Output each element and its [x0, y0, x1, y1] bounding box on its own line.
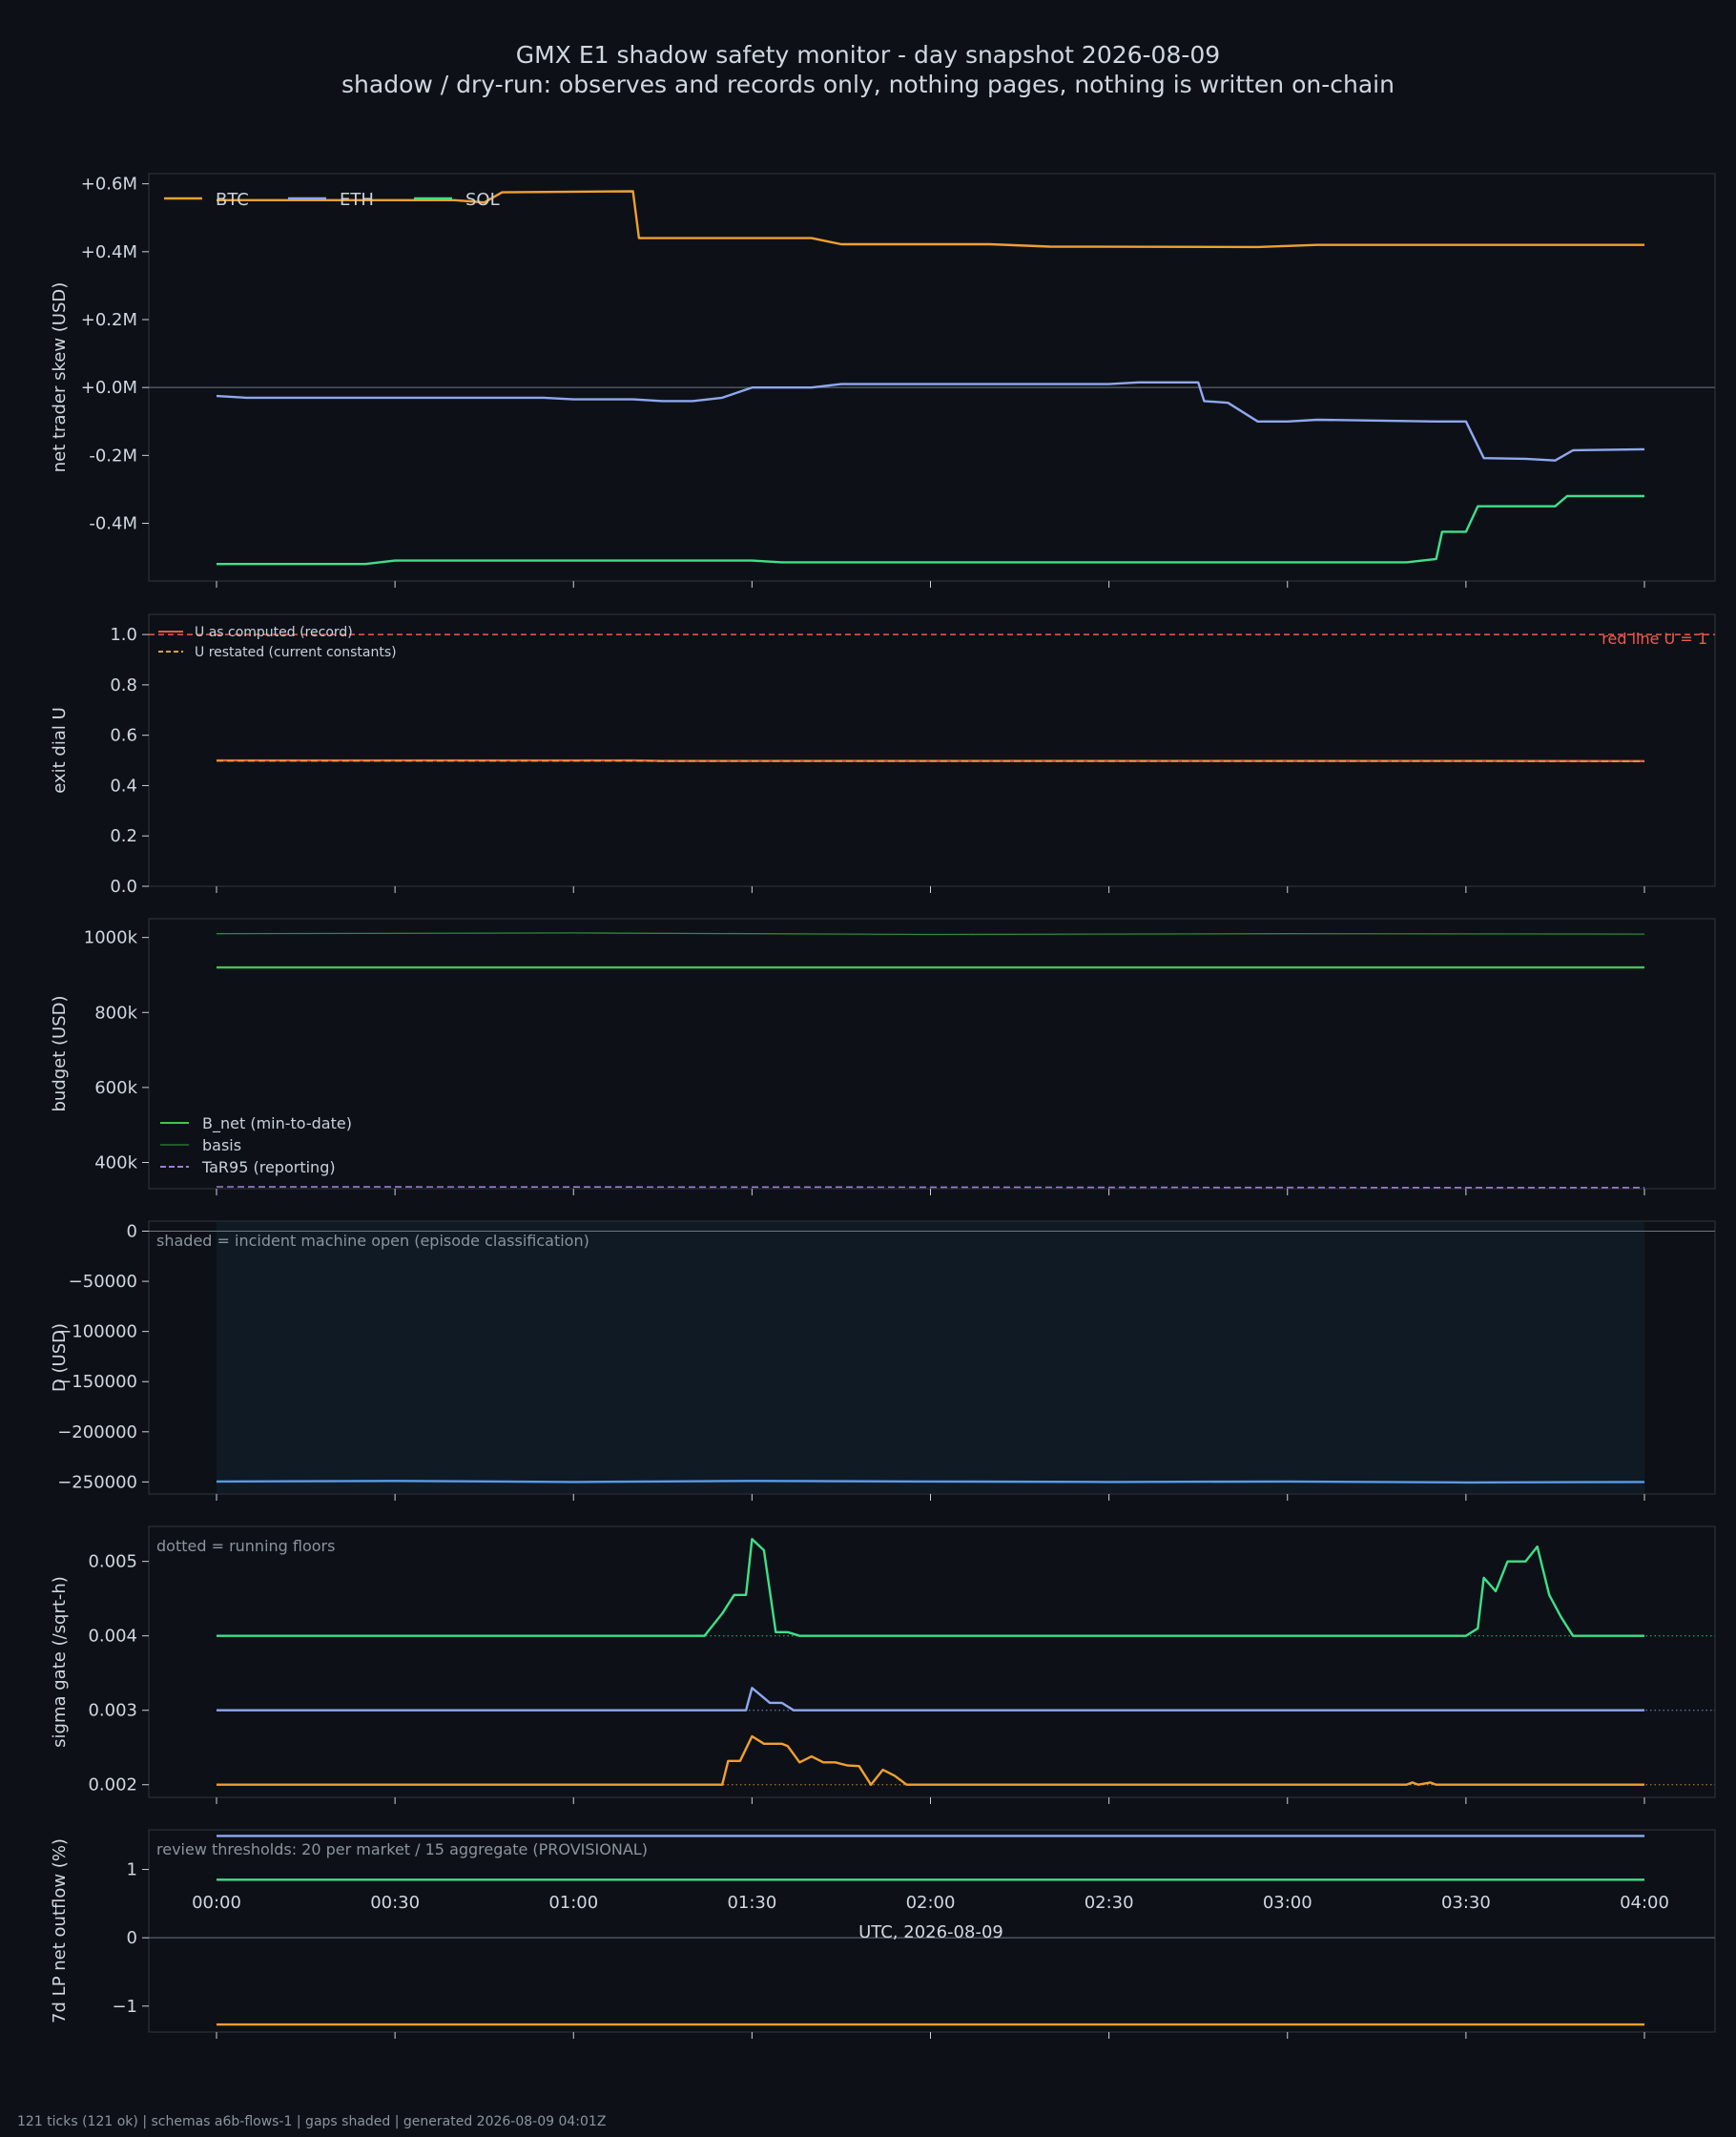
y-tick-label: 1.0: [110, 625, 137, 645]
legend-label-b-net-min-to-date: B_net (min-to-date): [202, 1114, 352, 1133]
y-tick-label: −200000: [57, 1422, 137, 1442]
x-tick-label: 04:00: [1620, 1893, 1669, 1913]
y-tick-label: −1: [112, 1997, 137, 2017]
y-tick-label: +0.4M: [81, 242, 137, 262]
y-tick-label: 0.4: [110, 776, 137, 796]
panel-drawdown: 0 −50000 −100000 −150000 −200000 −250000 D (US…: [50, 1220, 1716, 1501]
y-tick-label: −150000: [57, 1372, 137, 1392]
y-tick-label: 0.005: [88, 1552, 137, 1572]
x-tick-label: 02:00: [906, 1893, 956, 1913]
y-tick-label: 0.002: [88, 1775, 137, 1795]
panel-annotation-sigma: dotted = running floors: [156, 1537, 335, 1555]
y-tick-label: −50000: [69, 1272, 137, 1292]
y-tick-label: +0.0M: [81, 378, 137, 398]
panel-sigma-gate: 0.005 0.004 0.003 0.002 sigma gate (/sqrt-h)…: [50, 1525, 1716, 1804]
legend-label-sol: SOL: [465, 190, 500, 210]
series-line-sigma-sol: [217, 1538, 1644, 1637]
series-line-skew-sol: [217, 494, 1644, 566]
x-tick-label: 01:30: [727, 1893, 776, 1913]
y-tick-label: 0: [127, 1222, 137, 1242]
x-tick-label: 00:30: [370, 1893, 420, 1913]
y-tick-label: −250000: [57, 1472, 137, 1492]
panel-budget: 1000k 800k 600k 400k budget (USD) B_net (min-…: [50, 918, 1716, 1195]
panel-frame-skew: [148, 173, 1716, 582]
x-tick-label: 03:00: [1263, 1893, 1312, 1913]
x-tick-label: 00:00: [192, 1893, 241, 1913]
y-axis-label-drawdown: D (USD): [50, 1323, 70, 1392]
y-tick-label: 0.6: [110, 726, 137, 746]
series-line-skew-eth: [216, 381, 1645, 462]
series-line-drawdown-d: [216, 1480, 1645, 1484]
y-tick-label: 800k: [94, 1003, 137, 1023]
panel-exit-dial: 1.0 0.8 0.6 0.4 0.2 0.0 exit dial U red line U …: [50, 613, 1716, 897]
y-tick-label: 0.004: [88, 1627, 137, 1647]
panel-frame-exit: [148, 613, 1716, 887]
y-tick-label: -0.4M: [89, 514, 137, 534]
y-tick-label: 0: [127, 1928, 137, 1948]
panel-annotation-drawdown: shaded = incident machine open (episode …: [156, 1232, 589, 1250]
y-tick-label: −100000: [57, 1322, 137, 1342]
panel-lp-outflow: 1 0 −1 7d LP net outflow (%) review threshol…: [50, 1829, 1716, 2039]
y-axis-label-exit: exit dial U: [50, 707, 70, 794]
series-line-sigma-eth: [217, 1687, 1644, 1712]
panel-annotation-lp: review thresholds: 20 per market / 15 ag…: [156, 1840, 648, 1858]
x-axis: 00:00 00:30 01:00 01:30 02:00 02:30 03:00 03:30…: [192, 1893, 1669, 1913]
y-axis-label-skew: net trader skew (USD): [50, 282, 70, 473]
panel-frame-lp: [148, 1829, 1716, 2033]
y-axis-label-budget: budget (USD): [50, 995, 70, 1111]
legend-label-tar95-reporting: TaR95 (reporting): [201, 1158, 336, 1176]
y-tick-label: 1: [127, 1860, 137, 1880]
footer-status: 121 ticks (121 ok) | schemas a6b-flows-1…: [17, 2114, 606, 2129]
x-tick-label: 01:00: [548, 1893, 598, 1913]
figure-title: GMX E1 shadow safety monitor - day snaps…: [516, 41, 1220, 69]
series-line-budget-basis: [216, 932, 1645, 936]
y-tick-label: 0.8: [110, 675, 137, 695]
legend-label-u-restated-current-constants: U restated (current constants): [195, 645, 397, 660]
panel-skew: +0.6M +0.4M +0.2M +0.0M -0.2M -0.4M net trader…: [50, 173, 1716, 588]
y-tick-label: 0.0: [110, 877, 137, 897]
y-tick-label: 0.2: [110, 826, 137, 846]
y-tick-label: 0.003: [88, 1701, 137, 1721]
series-line-sigma-btc: [217, 1734, 1644, 1786]
y-axis-label-sigma: sigma gate (/sqrt-h): [50, 1576, 70, 1748]
incident-shade: [217, 1222, 1644, 1493]
panel-frame-budget: [148, 918, 1716, 1190]
y-tick-label: +0.6M: [81, 175, 137, 195]
series-line-skew-btc: [217, 190, 1644, 249]
figure-subtitle: shadow / dry-run: observes and records o…: [341, 71, 1395, 98]
legend-label-btc: BTC: [216, 190, 249, 210]
y-axis-label-lp: 7d LP net outflow (%): [50, 1838, 70, 2023]
x-tick-label: 03:30: [1441, 1893, 1491, 1913]
legend-label-u-as-computed-record: U as computed (record): [195, 625, 353, 640]
y-tick-label: 1000k: [84, 928, 138, 948]
series-line-budget-tar95-reporting: [216, 1186, 1644, 1189]
legend-label-eth: ETH: [340, 190, 374, 210]
y-tick-label: 400k: [94, 1152, 137, 1172]
series-line-exit-u-restated-current-constants: [217, 759, 1645, 762]
y-tick-label: -0.2M: [89, 446, 137, 466]
x-tick-label: 02:30: [1085, 1893, 1134, 1913]
y-tick-label: +0.2M: [81, 310, 137, 330]
x-axis-label: UTC, 2026-08-09: [858, 1922, 1003, 1942]
legend-label-basis: basis: [202, 1136, 241, 1154]
red-line-annotation: red line U = 1: [1602, 630, 1707, 648]
y-tick-label: 600k: [94, 1078, 137, 1098]
panel-frame-sigma: [148, 1525, 1716, 1798]
